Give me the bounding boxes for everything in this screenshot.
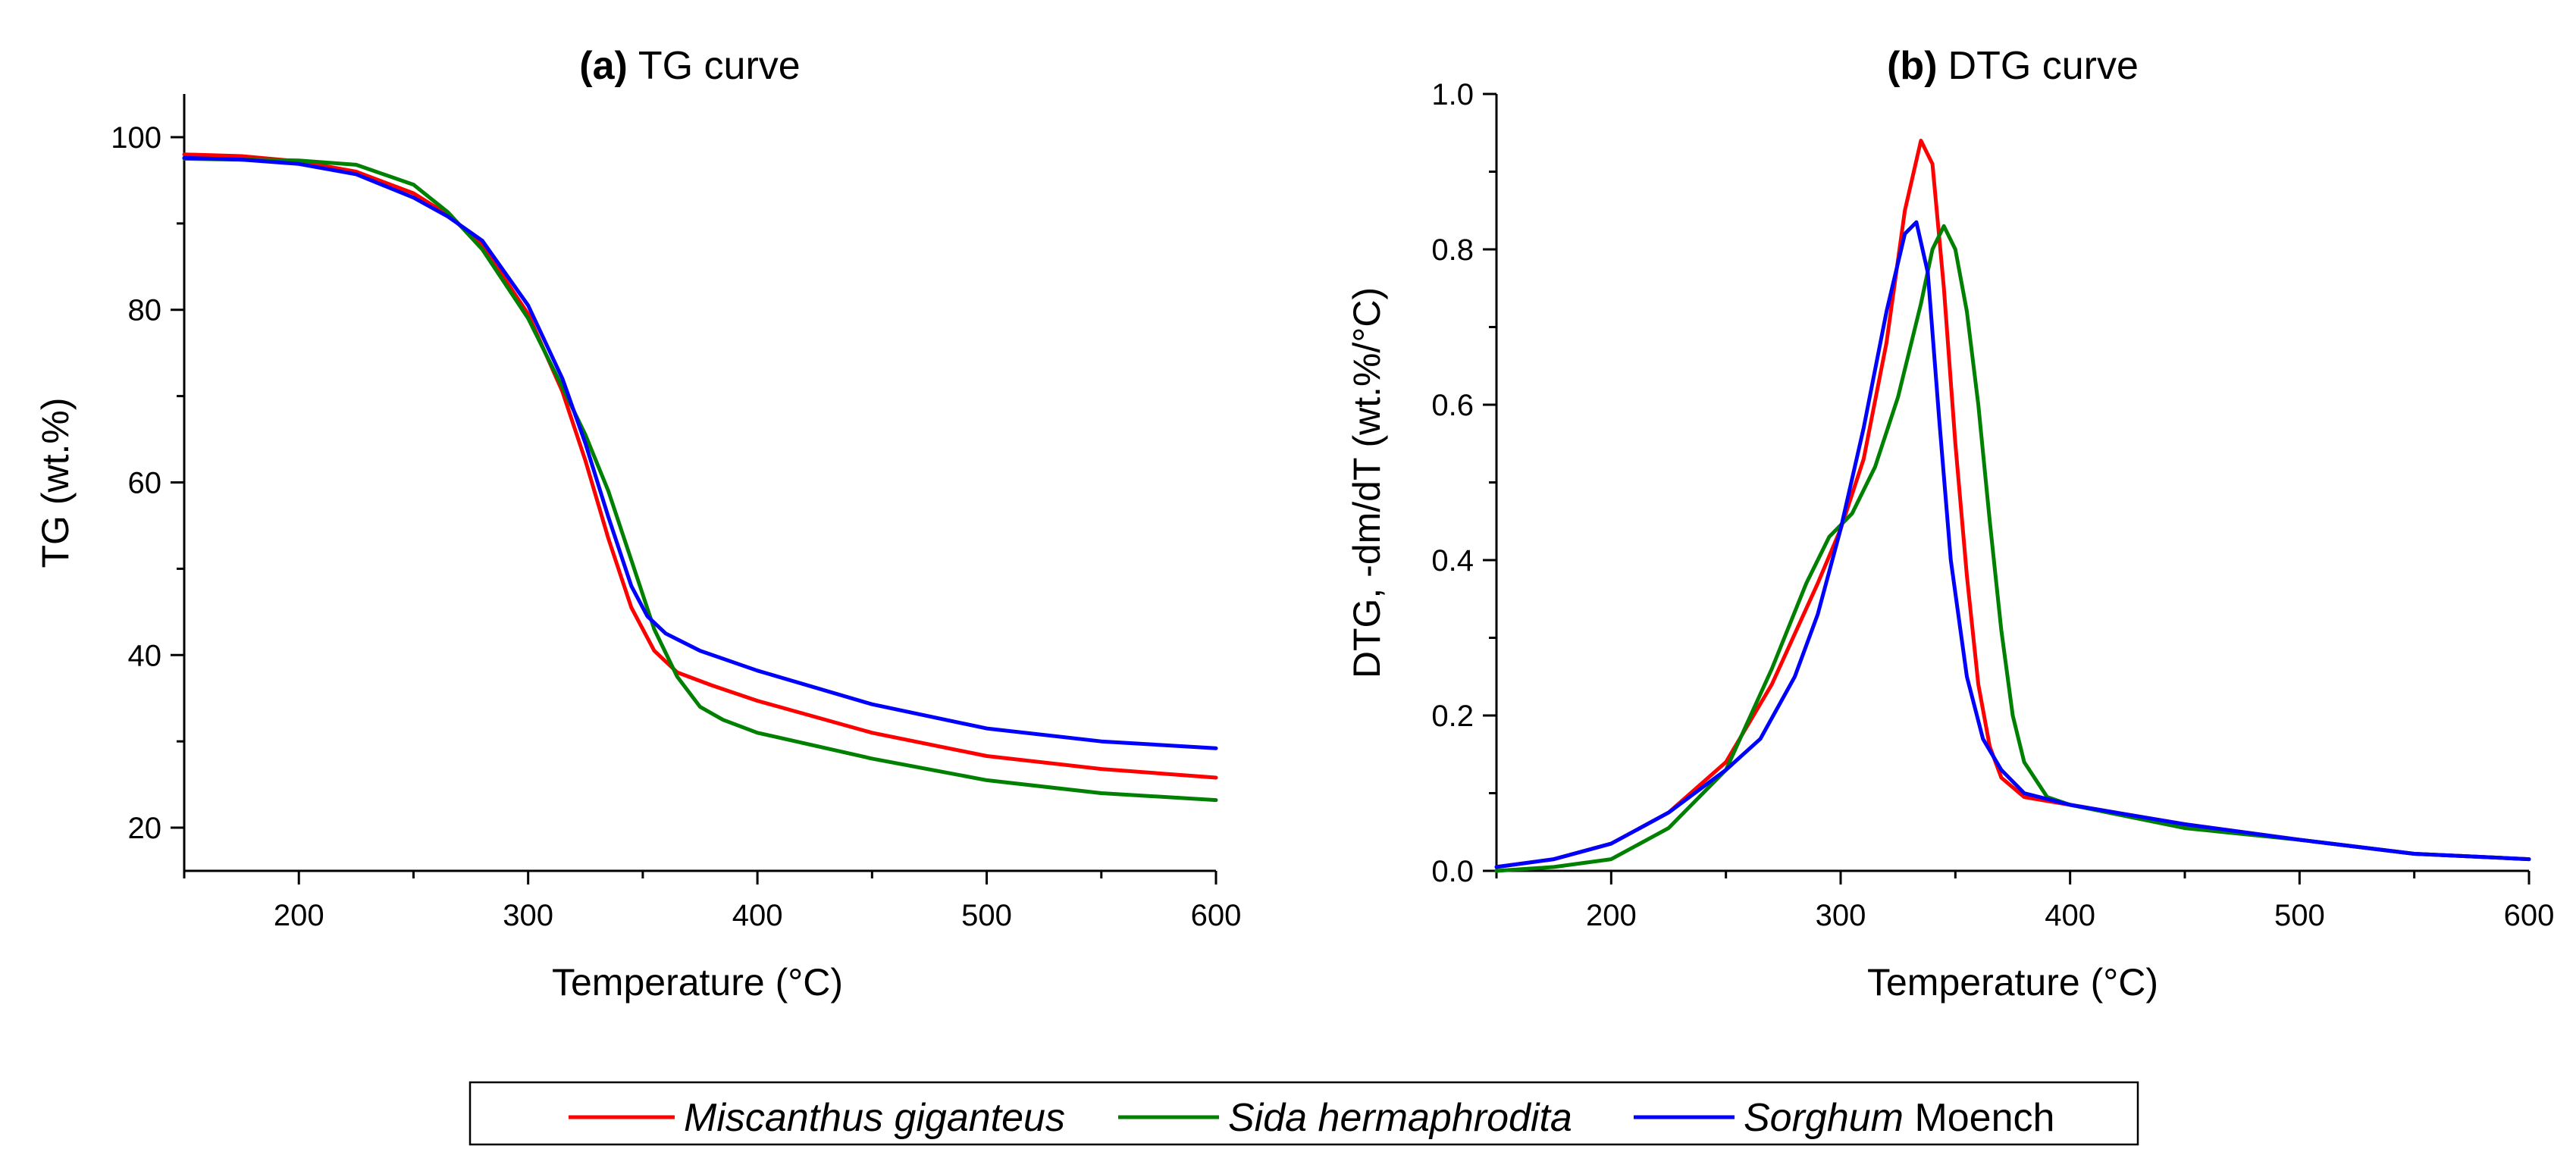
legend-label-sorghum-italic: Sorghum [1744,1096,1904,1140]
panel-a-x-tick-label-500: 500 [961,899,1012,932]
legend-label-sida-italic: Sida hermaphrodita [1228,1096,1572,1140]
panel-a-x-tick-label-400: 400 [732,899,783,932]
panel-dtg-curve: (b) DTG curve 200 300 400 500 600 0.00.20.40.… [1346,44,2554,1003]
panel-a-title: (a) TG curve [579,44,800,88]
legend-label-sorghum-normal: Moench [1904,1096,2054,1140]
panel-tg-curve: (a) TG curve 200 300 400 500 600 20406080100 … [34,44,1241,1003]
panel-a-y-tick-label-40: 40 [128,639,162,672]
panel-b-x-tick-label-400: 400 [2045,899,2095,932]
panel-a-y-tick-label-100: 100 [111,121,161,155]
panel-a-y-axis-title: TG (wt.%) [34,398,77,568]
panel-a-x-axis-title: Temperature (°C) [552,961,843,1003]
panel-a-x-ticks: 200 300 400 500 600 [183,871,1242,932]
legend-label-miscanthus-italic: Miscanthus giganteus [684,1096,1065,1140]
panel-a-y-tick-label-60: 60 [128,467,162,500]
panel-a-x-tick-label-200: 200 [274,899,324,932]
panel-b-y-tick-label-0.2: 0.2 [1431,700,1474,733]
panel-b-y-tick-label-0.8: 0.8 [1431,233,1474,267]
panel-b-label: (b) [1887,44,1937,88]
panel-a-series-miscanthus-giganteus [182,152,1218,780]
legend-label-sida: Sida hermaphrodita [1228,1096,1572,1140]
panel-a-y-tick-label-20: 20 [128,812,162,845]
panel-b-y-tick-label-0: 0.0 [1431,855,1474,888]
panel-a-series [182,152,1218,803]
panel-b-y-tick-label-0.4: 0.4 [1431,544,1474,578]
panel-b-y-axis-title: DTG, -dm/dT (wt.%/°C) [1346,287,1388,678]
panel-b-y-tick-label-0.6: 0.6 [1431,389,1474,422]
panel-b-x-tick-label-300: 300 [1816,899,1866,932]
panel-b-series [1494,139,2531,873]
panel-a-series-sorghum-moench [182,155,1218,750]
panel-b-title-text: DTG curve [1948,44,2139,88]
panel-b-series-sida-hermaphrodita [1494,224,2531,873]
panel-a-label: (a) [579,44,628,88]
panel-b-x-axis-title: Temperature (°C) [1867,961,2158,1003]
panel-a-y-tick-label-80: 80 [128,294,162,327]
legend-box [469,1081,2139,1146]
panel-b-x-tick-label-200: 200 [1586,899,1637,932]
panel-b-x-ticks: 200 300 400 500 600 [1495,871,2555,932]
panel-b-series-sorghum-moench [1494,220,2531,869]
panel-a-y-ticks: 20 40 60 80 100 [111,121,184,845]
panel-a-x-tick-label-300: 300 [503,899,553,932]
panel-b-x-tick-label-500: 500 [2274,899,2325,932]
panel-b-title: (b) DTG curve [1887,44,2139,88]
panel-b-y-tick-label-1: 1.0 [1431,78,1474,111]
panel-a-series-sida-hermaphrodita [182,156,1218,803]
panel-a-x-tick-label-600: 600 [1191,899,1242,932]
panel-b-series-miscanthus-giganteus [1494,139,2531,869]
panel-b-y-ticks: 0.0 0.2 0.4 0.6 0.8 1.0 [1431,78,1496,888]
panel-b-x-tick-label-600: 600 [2504,899,2555,932]
panel-a-title-text: TG curve [638,44,801,88]
legend: Miscanthus giganteus Sida hermaphrodita … [469,1081,2139,1146]
legend-label-miscanthus: Miscanthus giganteus [684,1096,1065,1140]
legend-label-sorghum: Sorghum Moench [1744,1096,2054,1140]
